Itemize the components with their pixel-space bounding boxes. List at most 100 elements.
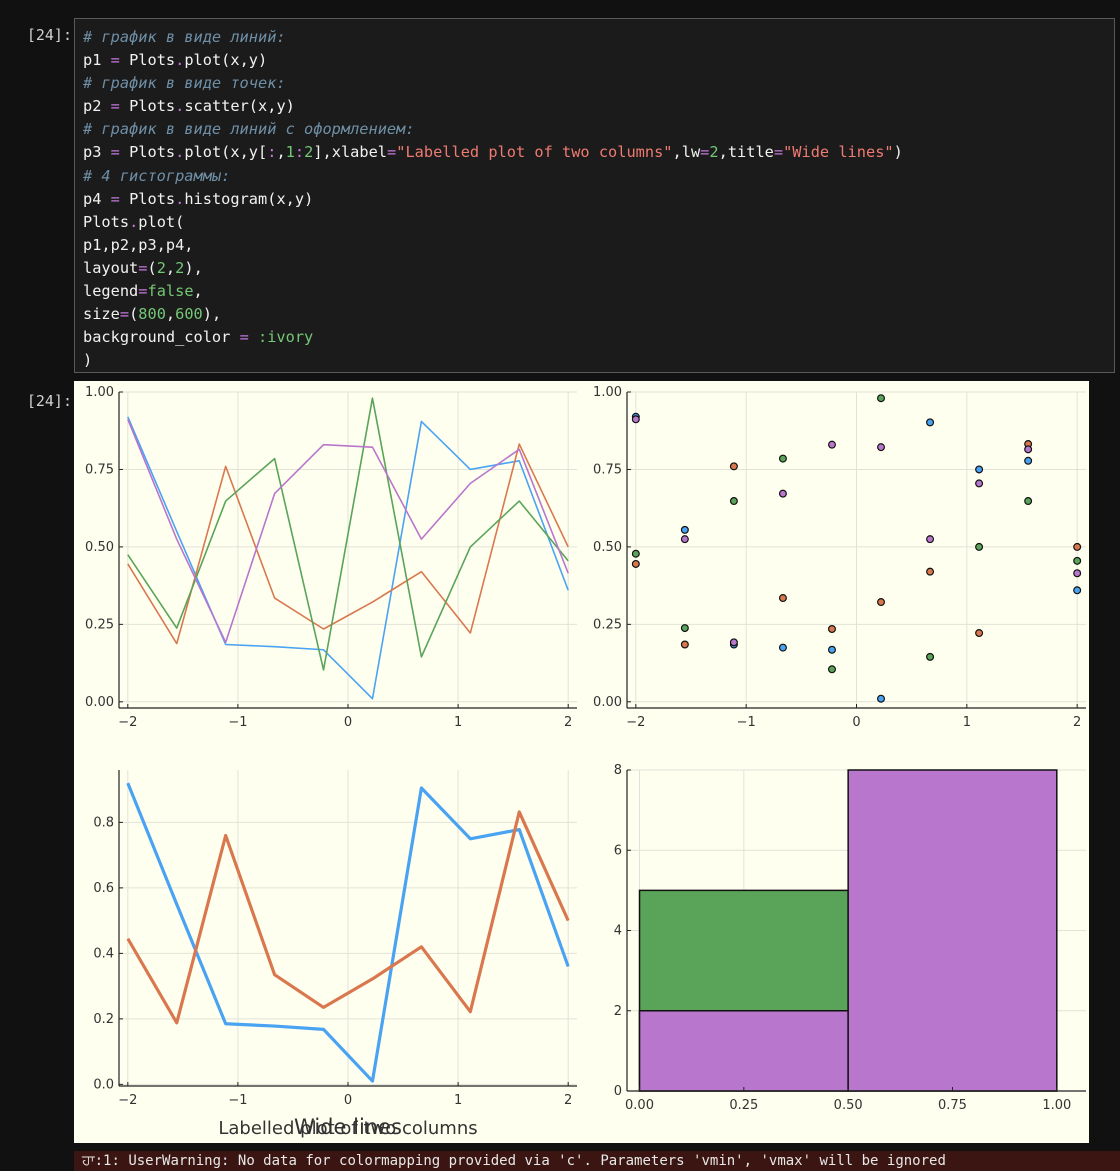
- code-editor[interactable]: # график в виде линий: p1 = Plots.plot(x,…: [83, 26, 903, 372]
- scatter-point: [1073, 556, 1082, 565]
- scatter-point: [1073, 542, 1082, 551]
- code-token: .: [175, 189, 185, 208]
- code-line: # график в виде линий с оформлением:: [83, 118, 903, 141]
- code-line: p3 = Plots.plot(x,y[:,1:2],xlabel="Label…: [83, 141, 903, 164]
- x-tick-label: −2: [118, 715, 137, 730]
- x-tick-label: 0: [344, 1093, 352, 1108]
- code-token: p1,p2,p3,p4,: [83, 235, 194, 254]
- x-tick-label: −2: [626, 715, 645, 730]
- scatter-point: [1073, 586, 1082, 595]
- y-tick-label: 0.6: [93, 881, 114, 896]
- y-tick-label: 0.50: [593, 540, 622, 555]
- code-token: ),: [202, 305, 222, 324]
- code-line: # график в виде точек:: [83, 72, 903, 95]
- y-tick-label: 0.0: [93, 1077, 114, 1092]
- histogram-bar: [638, 1010, 849, 1092]
- code-token: =: [138, 258, 148, 277]
- code-line: # график в виде линий:: [83, 26, 903, 49]
- x-tick-label: 2: [1073, 715, 1081, 730]
- series-line: [127, 418, 569, 644]
- code-token: ): [83, 351, 93, 370]
- scatter-point: [877, 394, 886, 403]
- code-token: plot(x,y): [184, 51, 268, 70]
- code-token: p2: [83, 97, 111, 116]
- code-token: histogram(x,y): [184, 189, 314, 208]
- code-token: ],xlabel: [313, 143, 388, 162]
- x-tick-label: −1: [737, 715, 756, 730]
- y-tick-label: 0.75: [593, 462, 622, 477]
- code-token: .: [175, 97, 185, 116]
- x-tick-label: 0.25: [729, 1098, 758, 1113]
- code-token: =: [700, 143, 710, 162]
- code-token: background_color: [83, 328, 240, 347]
- scatter-point: [975, 629, 984, 638]
- code-token: ,: [276, 143, 286, 162]
- code-token: ,: [193, 282, 203, 301]
- x-tick-label: −1: [228, 1093, 247, 1108]
- series-line: [127, 397, 569, 671]
- series-line: [126, 810, 570, 1025]
- scatter-point: [877, 598, 886, 607]
- code-token: 2: [175, 258, 185, 277]
- code-line: layout=(2,2),: [83, 257, 903, 280]
- y-tick-label: 0.75: [85, 462, 114, 477]
- scatter-point: [1024, 497, 1033, 506]
- y-tick-label: 6: [614, 843, 622, 858]
- scatter-point: [827, 665, 836, 674]
- code-token: .: [175, 51, 185, 70]
- code-token: 1: [285, 143, 295, 162]
- code-line: legend=false,: [83, 280, 903, 303]
- code-token: =: [110, 189, 120, 208]
- scatter-point: [877, 694, 886, 703]
- y-tick-label: 0.25: [593, 617, 622, 632]
- code-token: :ivory: [258, 328, 314, 347]
- code-line: p1,p2,p3,p4,: [83, 234, 903, 257]
- code-token: =: [110, 51, 120, 70]
- y-tick-label: 0.8: [93, 815, 114, 830]
- scatter-point: [778, 454, 787, 463]
- y-tick-label: 8: [614, 763, 622, 778]
- y-tick-label: 4: [614, 924, 622, 939]
- code-token: :: [294, 143, 305, 162]
- series-line: [127, 416, 569, 700]
- scatter-point: [631, 559, 640, 568]
- scatter-point: [680, 640, 689, 649]
- x-tick-label: 1: [454, 715, 462, 730]
- histogram-bar: [847, 769, 1058, 1092]
- scatter-point: [729, 638, 738, 647]
- scatter-point: [975, 542, 984, 551]
- scatter-point: [926, 567, 935, 576]
- scatter-point: [877, 443, 886, 452]
- scatter-point: [1024, 445, 1033, 454]
- scatter-point: [631, 549, 640, 558]
- x-axis-label: Labelled plot of two columns: [218, 1118, 477, 1139]
- input-prompt: [24]:: [26, 26, 72, 44]
- code-token: Plots: [119, 97, 176, 116]
- x-tick-label: 0.75: [938, 1098, 967, 1113]
- code-line: p4 = Plots.histogram(x,y): [83, 188, 903, 211]
- code-token: =: [387, 143, 397, 162]
- code-token: # график в виде линий:: [83, 28, 286, 46]
- code-token: # 4 гистограммы:: [83, 166, 231, 185]
- code-token: # график в виде точек:: [83, 74, 286, 93]
- x-tick-label: 1.00: [1042, 1098, 1071, 1113]
- y-tick-label: 0: [614, 1084, 622, 1099]
- y-tick-label: 0.50: [85, 540, 114, 555]
- code-line: size=(800,600),: [83, 303, 903, 326]
- plots-canvas: −2 −1 0 1 20.000.250.500.751.00−2 −1 0 1 20.000.…: [85, 385, 1086, 1139]
- scatter-point: [778, 594, 787, 603]
- y-tick-label: 0.00: [85, 695, 114, 710]
- x-tick-label: 1: [454, 1093, 462, 1108]
- code-token: # график в виде линий с оформлением:: [83, 120, 415, 139]
- scatter-point: [827, 440, 836, 449]
- code-token: false: [147, 282, 194, 301]
- code-token: 2: [156, 258, 166, 277]
- code-token: (: [147, 258, 157, 277]
- code-cell[interactable]: # график в виде линий: p1 = Plots.plot(x,…: [74, 18, 1115, 373]
- x-tick-label: 0: [344, 715, 352, 730]
- x-tick-label: 0: [852, 715, 860, 730]
- series-line: [126, 782, 570, 1083]
- x-tick-label: −2: [118, 1093, 137, 1108]
- scatter-point: [1073, 569, 1082, 578]
- code-token: ,title: [718, 143, 774, 162]
